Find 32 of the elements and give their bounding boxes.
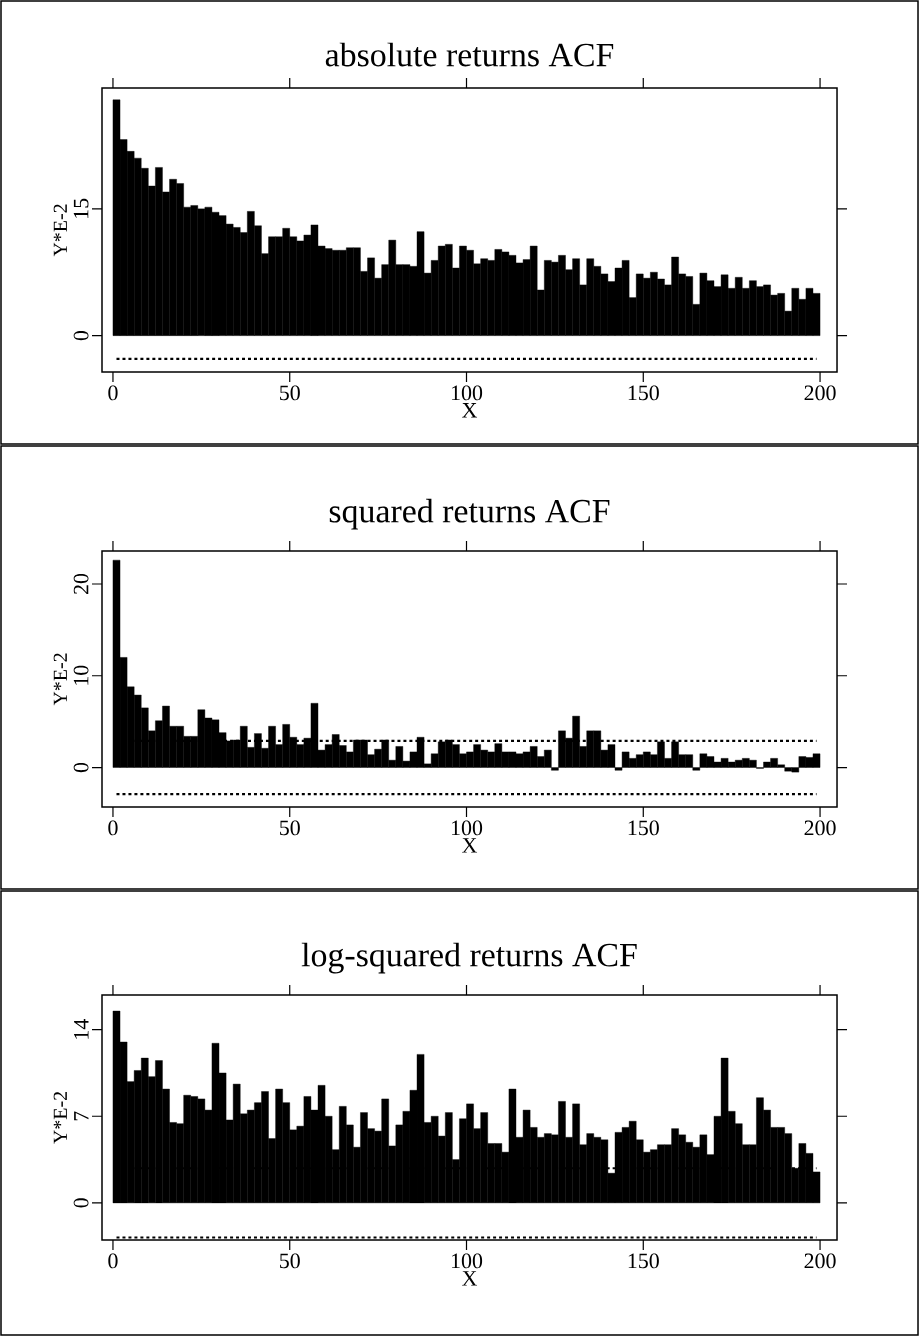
x-axis-title: X xyxy=(462,403,478,418)
x-tick-label: 0 xyxy=(108,1253,118,1269)
y-axis-title: Y*E-2 xyxy=(53,1092,67,1144)
chart-title: absolute returns ACF xyxy=(325,42,614,67)
y-tick-label: 0 xyxy=(73,330,89,341)
y-axis-title: Y*E-2 xyxy=(53,653,67,706)
x-axis-title: X xyxy=(462,1271,478,1286)
x-tick-label: 50 xyxy=(280,820,300,836)
chart-title: log-squared returns ACF xyxy=(301,942,637,974)
chart-title: squared returns ACF xyxy=(329,498,610,530)
x-tick-label: 0 xyxy=(108,385,118,401)
x-tick-label: 200 xyxy=(804,385,836,401)
y-tick-label: 0 xyxy=(73,762,89,773)
y-tick-label: 20 xyxy=(73,573,89,594)
y-tick-label: 10 xyxy=(73,665,89,685)
y-tick-label: 7 xyxy=(74,1111,89,1121)
x-tick-label: 150 xyxy=(628,385,659,401)
y-tick-label: 14 xyxy=(74,1019,89,1039)
x-tick-label: 100 xyxy=(451,820,483,836)
x-tick-label: 50 xyxy=(280,385,300,401)
x-tick-label: 100 xyxy=(451,385,483,401)
x-tick-label: 200 xyxy=(804,1253,836,1269)
x-tick-label: 150 xyxy=(628,820,659,836)
y-tick-label: 15 xyxy=(73,198,89,218)
x-tick-label: 0 xyxy=(108,820,118,836)
x-axis-title: X xyxy=(462,838,478,853)
y-axis-title: Y*E-2 xyxy=(53,204,67,257)
x-tick-label: 150 xyxy=(628,1253,659,1269)
x-tick-label: 100 xyxy=(451,1253,483,1269)
x-tick-label: 50 xyxy=(280,1253,300,1269)
x-tick-label: 200 xyxy=(804,820,836,836)
y-tick-label: 0 xyxy=(73,1198,89,1208)
